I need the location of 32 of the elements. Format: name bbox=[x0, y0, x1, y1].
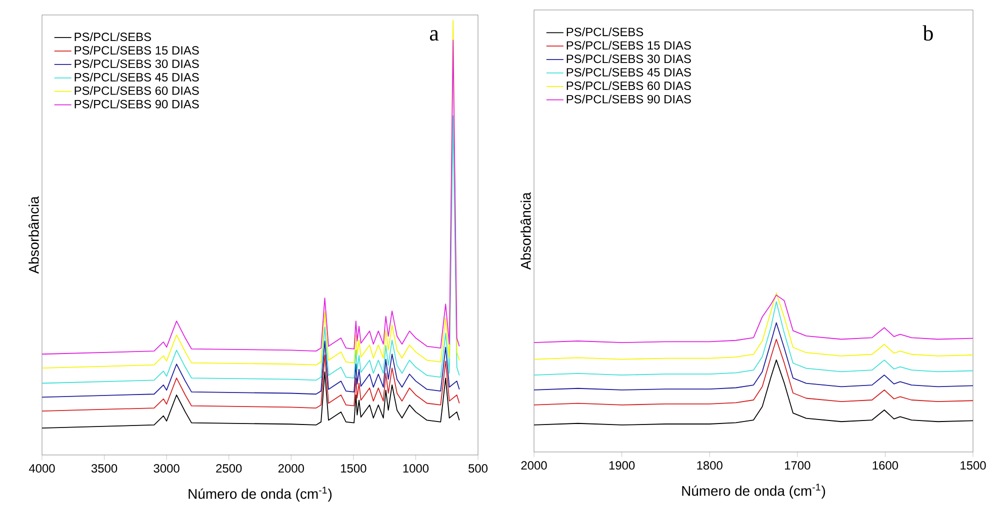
x-tick-label: 4000 bbox=[28, 464, 55, 473]
y-axis-title: Absorbância bbox=[520, 192, 531, 270]
legend-label: PS/PCL/SEBS 60 DIAS bbox=[74, 86, 199, 95]
x-tick-label: 1000 bbox=[403, 464, 429, 473]
legend-label: PS/PCL/SEBS bbox=[566, 27, 644, 36]
legend-label: PS/PCL/SEBS 15 DIAS bbox=[74, 46, 199, 55]
x-axis-title: Número de onda (cm$^{-1}$) bbox=[188, 486, 332, 502]
x-tick-label: 1900 bbox=[609, 461, 635, 470]
legend-label: PS/PCL/SEBS 30 DIAS bbox=[566, 54, 691, 64]
x-tick-label: 1800 bbox=[697, 461, 722, 470]
x-tick-label: 1500 bbox=[341, 464, 366, 473]
legend-label: PS/PCL/SEBS 45 DIAS bbox=[74, 72, 199, 82]
x-tick-label: 3000 bbox=[154, 464, 180, 473]
x-tick-label: 3500 bbox=[91, 464, 118, 473]
x-tick-label: 2000 bbox=[278, 464, 304, 473]
annotation: a bbox=[430, 30, 439, 41]
x-tick-label: 2500 bbox=[216, 464, 242, 473]
x-tick-label: 1600 bbox=[872, 461, 898, 470]
x-tick-label: 1700 bbox=[785, 461, 810, 470]
legend-label: PS/PCL/SEBS 30 DIAS bbox=[74, 59, 199, 68]
x-tick-label: 2000 bbox=[521, 461, 547, 470]
x-tick-label: 500 bbox=[468, 464, 488, 473]
legend-label: PS/PCL/SEBS 15 DIAS bbox=[566, 40, 691, 50]
x-axis-title: Número de onda (cm$^{-1}$) bbox=[682, 484, 826, 499]
legend-label: PS/PCL/SEBS 60 DIAS bbox=[566, 81, 691, 90]
legend-label: PS/PCL/SEBS 90 DIAS bbox=[566, 94, 691, 104]
legend-label: PS/PCL/SEBS 45 DIAS bbox=[566, 68, 691, 77]
legend-label: PS/PCL/SEBS bbox=[74, 32, 152, 42]
text: b bbox=[922, 25, 933, 41]
legend-label: PS/PCL/SEBS 90 DIAS bbox=[74, 100, 199, 108]
x-tick-label: 1500 bbox=[960, 461, 986, 470]
y-axis-title: Absorbância bbox=[28, 196, 39, 274]
